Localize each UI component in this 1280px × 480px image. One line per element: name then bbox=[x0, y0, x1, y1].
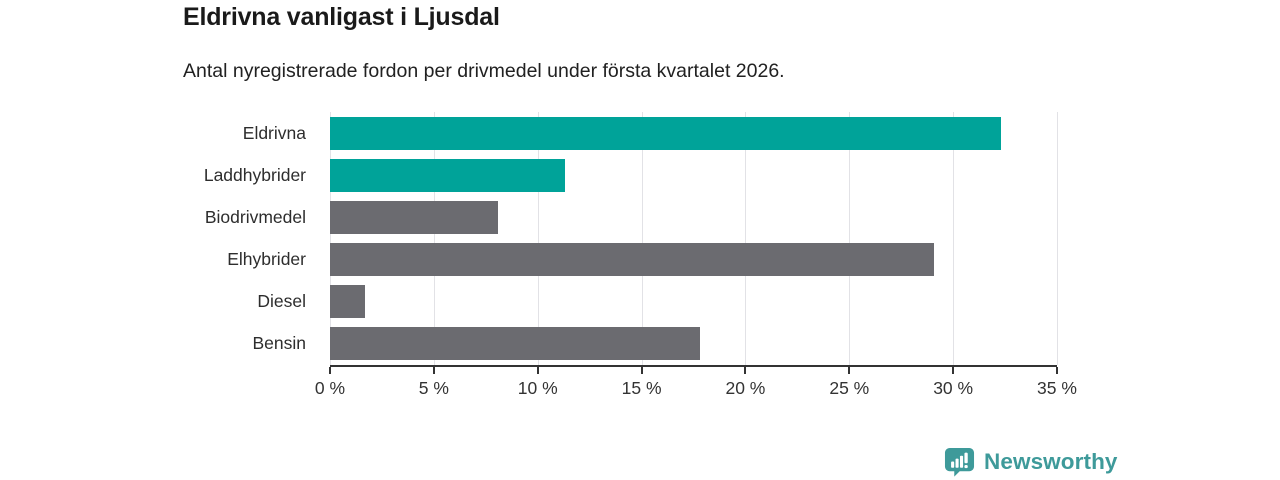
x-axis: 0 % 5 % 10 % 15 % 20 % 25 % 30 % 35 % bbox=[315, 365, 1077, 398]
bar-bensin bbox=[330, 327, 700, 361]
newsworthy-logo: Newsworthy bbox=[944, 446, 1118, 477]
gridline-35 bbox=[1057, 112, 1058, 365]
bar-chart-speech-bubble-icon bbox=[944, 447, 975, 477]
x-tick-label-15: 15 % bbox=[621, 378, 662, 398]
gridline-10 bbox=[537, 112, 539, 365]
brand-name: Newsworthy bbox=[984, 448, 1118, 474]
x-tick-30 bbox=[952, 367, 955, 374]
bar-diesel bbox=[330, 285, 366, 319]
x-tick-label-0: 0 % bbox=[314, 378, 346, 398]
category-label-elhybrider: Elhybrider bbox=[227, 249, 306, 270]
bar-biodrivmedel bbox=[330, 200, 499, 234]
gridline-15 bbox=[641, 112, 643, 365]
category-label-bensin: Bensin bbox=[252, 333, 306, 354]
x-tick-label-5: 5 % bbox=[418, 378, 449, 398]
chart-title: Eldrivna vanligast i Ljusdal bbox=[183, 3, 500, 31]
gridline-25 bbox=[849, 112, 851, 365]
x-tick-label-30: 30 % bbox=[933, 378, 974, 398]
x-tick-20 bbox=[744, 367, 747, 374]
x-tick-25 bbox=[848, 367, 851, 374]
x-tick-10 bbox=[536, 367, 539, 374]
x-tick-5 bbox=[432, 367, 435, 374]
category-axis-labels: Eldrivna Laddhybrider Biodrivmedel Elhybrid… bbox=[0, 112, 318, 365]
bar-chart: Eldrivna Laddhybrider Biodrivmedel Elhybrid… bbox=[0, 112, 1280, 365]
x-tick-label-20: 20 % bbox=[725, 378, 766, 398]
category-label-eldrivna: Eldrivna bbox=[242, 122, 306, 143]
plot-area bbox=[330, 112, 1058, 365]
gridline-20 bbox=[745, 112, 747, 365]
category-label-laddhybrider: Laddhybrider bbox=[203, 164, 306, 185]
category-label-biodrivmedel: Biodrivmedel bbox=[204, 206, 306, 227]
chart-subtitle: Antal nyregistrerade fordon per drivmede… bbox=[183, 60, 785, 82]
x-tick-35 bbox=[1056, 367, 1058, 374]
bar-elhybrider bbox=[330, 243, 935, 277]
x-tick-label-10: 10 % bbox=[517, 378, 558, 398]
x-tick-15 bbox=[640, 367, 643, 374]
bar-laddhybrider bbox=[330, 158, 565, 192]
bar-eldrivna bbox=[330, 116, 1001, 150]
gridline-0 bbox=[330, 112, 331, 365]
x-tick-label-25: 25 % bbox=[829, 378, 870, 398]
gridline-30 bbox=[953, 112, 955, 365]
gridline-5 bbox=[433, 112, 435, 365]
category-label-diesel: Diesel bbox=[257, 291, 306, 312]
x-tick-label-35: 35 % bbox=[1037, 378, 1077, 398]
x-tick-0 bbox=[329, 367, 331, 374]
